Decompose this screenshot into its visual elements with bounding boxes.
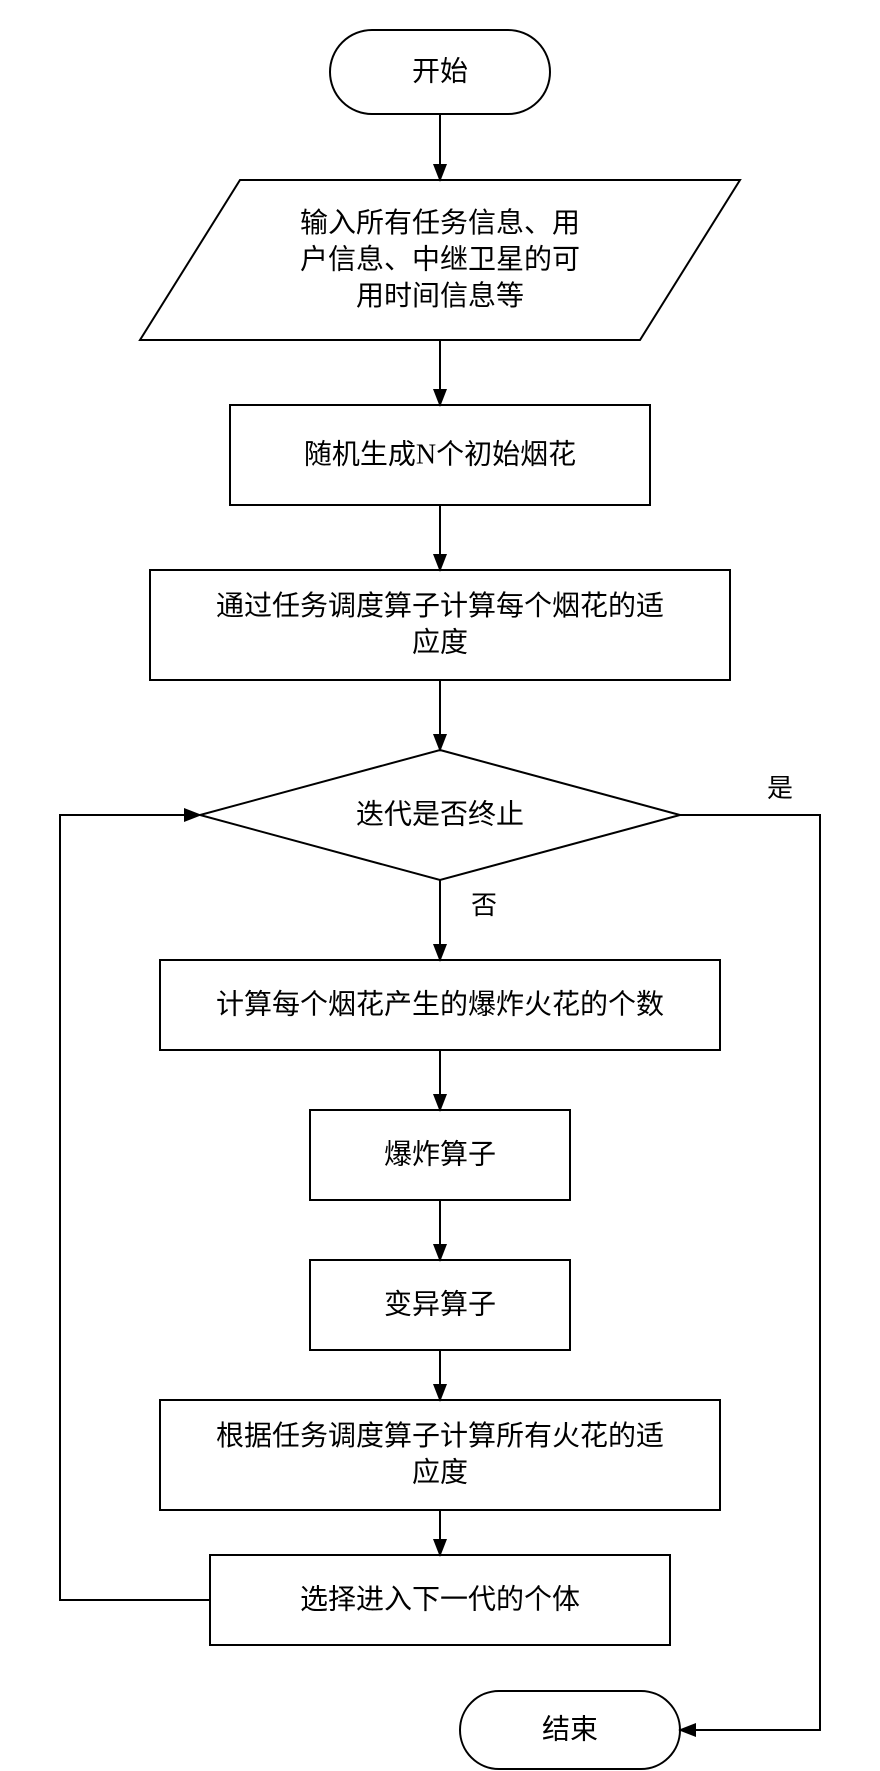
node-fitness2: 根据任务调度算子计算所有火花的适应度: [160, 1400, 720, 1510]
node-fitness2-line-0: 根据任务调度算子计算所有火花的适: [216, 1420, 664, 1452]
node-explode: 爆炸算子: [310, 1110, 570, 1200]
decision-yes-label: 是: [767, 774, 793, 803]
node-mutate: 变异算子: [310, 1260, 570, 1350]
node-init-line-0: 随机生成N个初始烟花: [304, 438, 576, 470]
decision-no-label: 否: [471, 891, 497, 920]
node-fitness-line-0: 通过任务调度算子计算每个烟花的适: [216, 590, 664, 622]
node-mutate-line-0: 变异算子: [384, 1288, 496, 1320]
node-input-line-0: 输入所有任务信息、用: [300, 207, 580, 239]
node-fitness2-line-1: 应度: [412, 1457, 468, 1489]
node-decision-label: 迭代是否终止: [356, 798, 524, 830]
node-start: 开始: [330, 30, 550, 114]
node-select-line-0: 选择进入下一代的个体: [300, 1583, 580, 1615]
node-sparkcount-line-0: 计算每个烟花产生的爆炸火花的个数: [216, 988, 664, 1020]
node-end-label: 结束: [542, 1713, 598, 1745]
edge-decision-to-end: [680, 815, 820, 1730]
node-start-label: 开始: [412, 55, 468, 87]
node-sparkcount: 计算每个烟花产生的爆炸火花的个数: [160, 960, 720, 1050]
node-select: 选择进入下一代的个体: [210, 1555, 670, 1645]
node-decision: 迭代是否终止: [200, 750, 680, 880]
node-explode-line-0: 爆炸算子: [384, 1138, 496, 1170]
node-input-line-1: 户信息、中继卫星的可: [300, 243, 580, 275]
node-input-line-2: 用时间信息等: [356, 280, 524, 312]
node-init: 随机生成N个初始烟花: [230, 405, 650, 505]
node-fitness: 通过任务调度算子计算每个烟花的适应度: [150, 570, 730, 680]
node-fitness-line-1: 应度: [412, 627, 468, 659]
node-end: 结束: [460, 1691, 680, 1769]
node-input: 输入所有任务信息、用户信息、中继卫星的可用时间信息等: [140, 180, 740, 340]
